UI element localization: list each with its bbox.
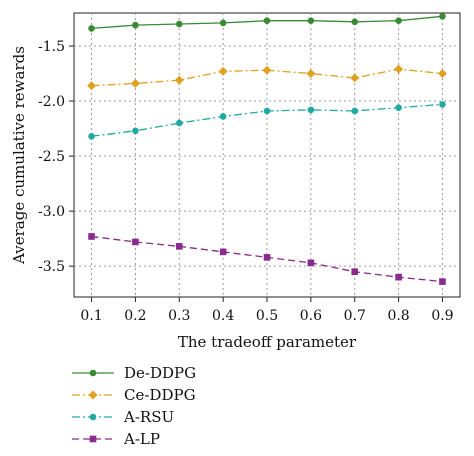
data-point [439,278,446,285]
x-tick-label: 0.5 [256,308,278,324]
data-point [174,75,184,85]
y-tick-label: -3.0 [38,204,65,220]
legend-item: De-DDPG [70,362,270,384]
y-tick-label: -1.5 [38,39,65,55]
data-point [395,17,402,25]
data-point [263,17,271,25]
y-tick-label: -2.5 [38,149,65,165]
data-point [439,101,446,108]
data-point [395,273,402,281]
data-point [307,17,315,25]
legend-swatch [72,369,114,377]
series-a-rsu [88,101,446,140]
y-axis-label: Average cumulative rewards [10,46,28,265]
data-point [395,104,402,111]
data-point [263,107,271,115]
x-tick-label: 0.3 [168,308,190,324]
y-tick-label: -3.5 [38,259,65,275]
legend-item: Ce-DDPG [70,384,270,406]
data-point [132,21,139,29]
legend-swatch [72,435,114,443]
legend-marker [89,369,97,377]
series-a-lp [88,233,446,285]
data-point [132,127,139,135]
data-point [175,20,183,28]
legend-marker [89,435,97,443]
data-point [437,69,447,78]
data-point [307,106,315,114]
legend-swatch [72,413,114,421]
legend-item: A-LP [70,428,270,450]
x-tick-label: 0.1 [80,308,102,324]
x-tick-label: 0.9 [431,308,453,324]
data-point [88,25,95,32]
series-layer [87,13,447,285]
data-point [219,19,227,27]
legend: De-DDPG Ce-DDPG A-RSU A-LP [70,362,270,450]
x-tick-label: 0.8 [387,308,409,324]
data-point [175,119,183,127]
data-point [87,81,97,91]
data-point [439,13,446,20]
legend-swatch [72,390,114,400]
data-point [306,69,316,78]
data-point [262,65,272,75]
data-point [218,66,228,76]
x-tick-label: 0.6 [300,308,322,324]
x-tick-label: 0.2 [124,308,146,324]
x-tick-label: 0.7 [344,308,366,324]
data-point [88,233,95,240]
data-point [132,238,139,246]
data-point [351,268,359,275]
line-chart: 0.1 0.2 0.3 0.4 0.5 0.6 0.7 0.8 0.9 -1.5 -2.0 -2.5 -… [10,12,461,351]
x-tick-label: 0.4 [212,308,234,324]
legend-label: De-DDPG [124,364,197,382]
data-point [175,243,183,250]
axis-ticks: 0.1 0.2 0.3 0.4 0.5 0.6 0.7 0.8 0.9 -1.5 -2.0 -2.5 -… [38,39,454,324]
data-point [394,64,404,74]
data-point [219,248,227,256]
data-point [307,259,315,267]
data-point [219,113,227,120]
x-axis-label: The tradeoff parameter [178,333,357,351]
grid [74,13,460,297]
series-de-ddpg [88,13,446,32]
series-ce-ddpg [87,64,447,91]
data-point [263,254,271,261]
data-point [351,107,359,115]
data-point [88,132,95,140]
legend-label: A-LP [124,430,160,448]
legend-marker [88,390,98,400]
legend-label: Ce-DDPG [124,386,196,404]
y-tick-label: -2.0 [38,94,65,110]
legend-label: A-RSU [124,408,175,426]
legend-marker [89,413,97,421]
data-point [351,18,359,26]
data-point [350,73,360,83]
data-point [130,78,140,88]
legend-item: A-RSU [70,406,270,428]
